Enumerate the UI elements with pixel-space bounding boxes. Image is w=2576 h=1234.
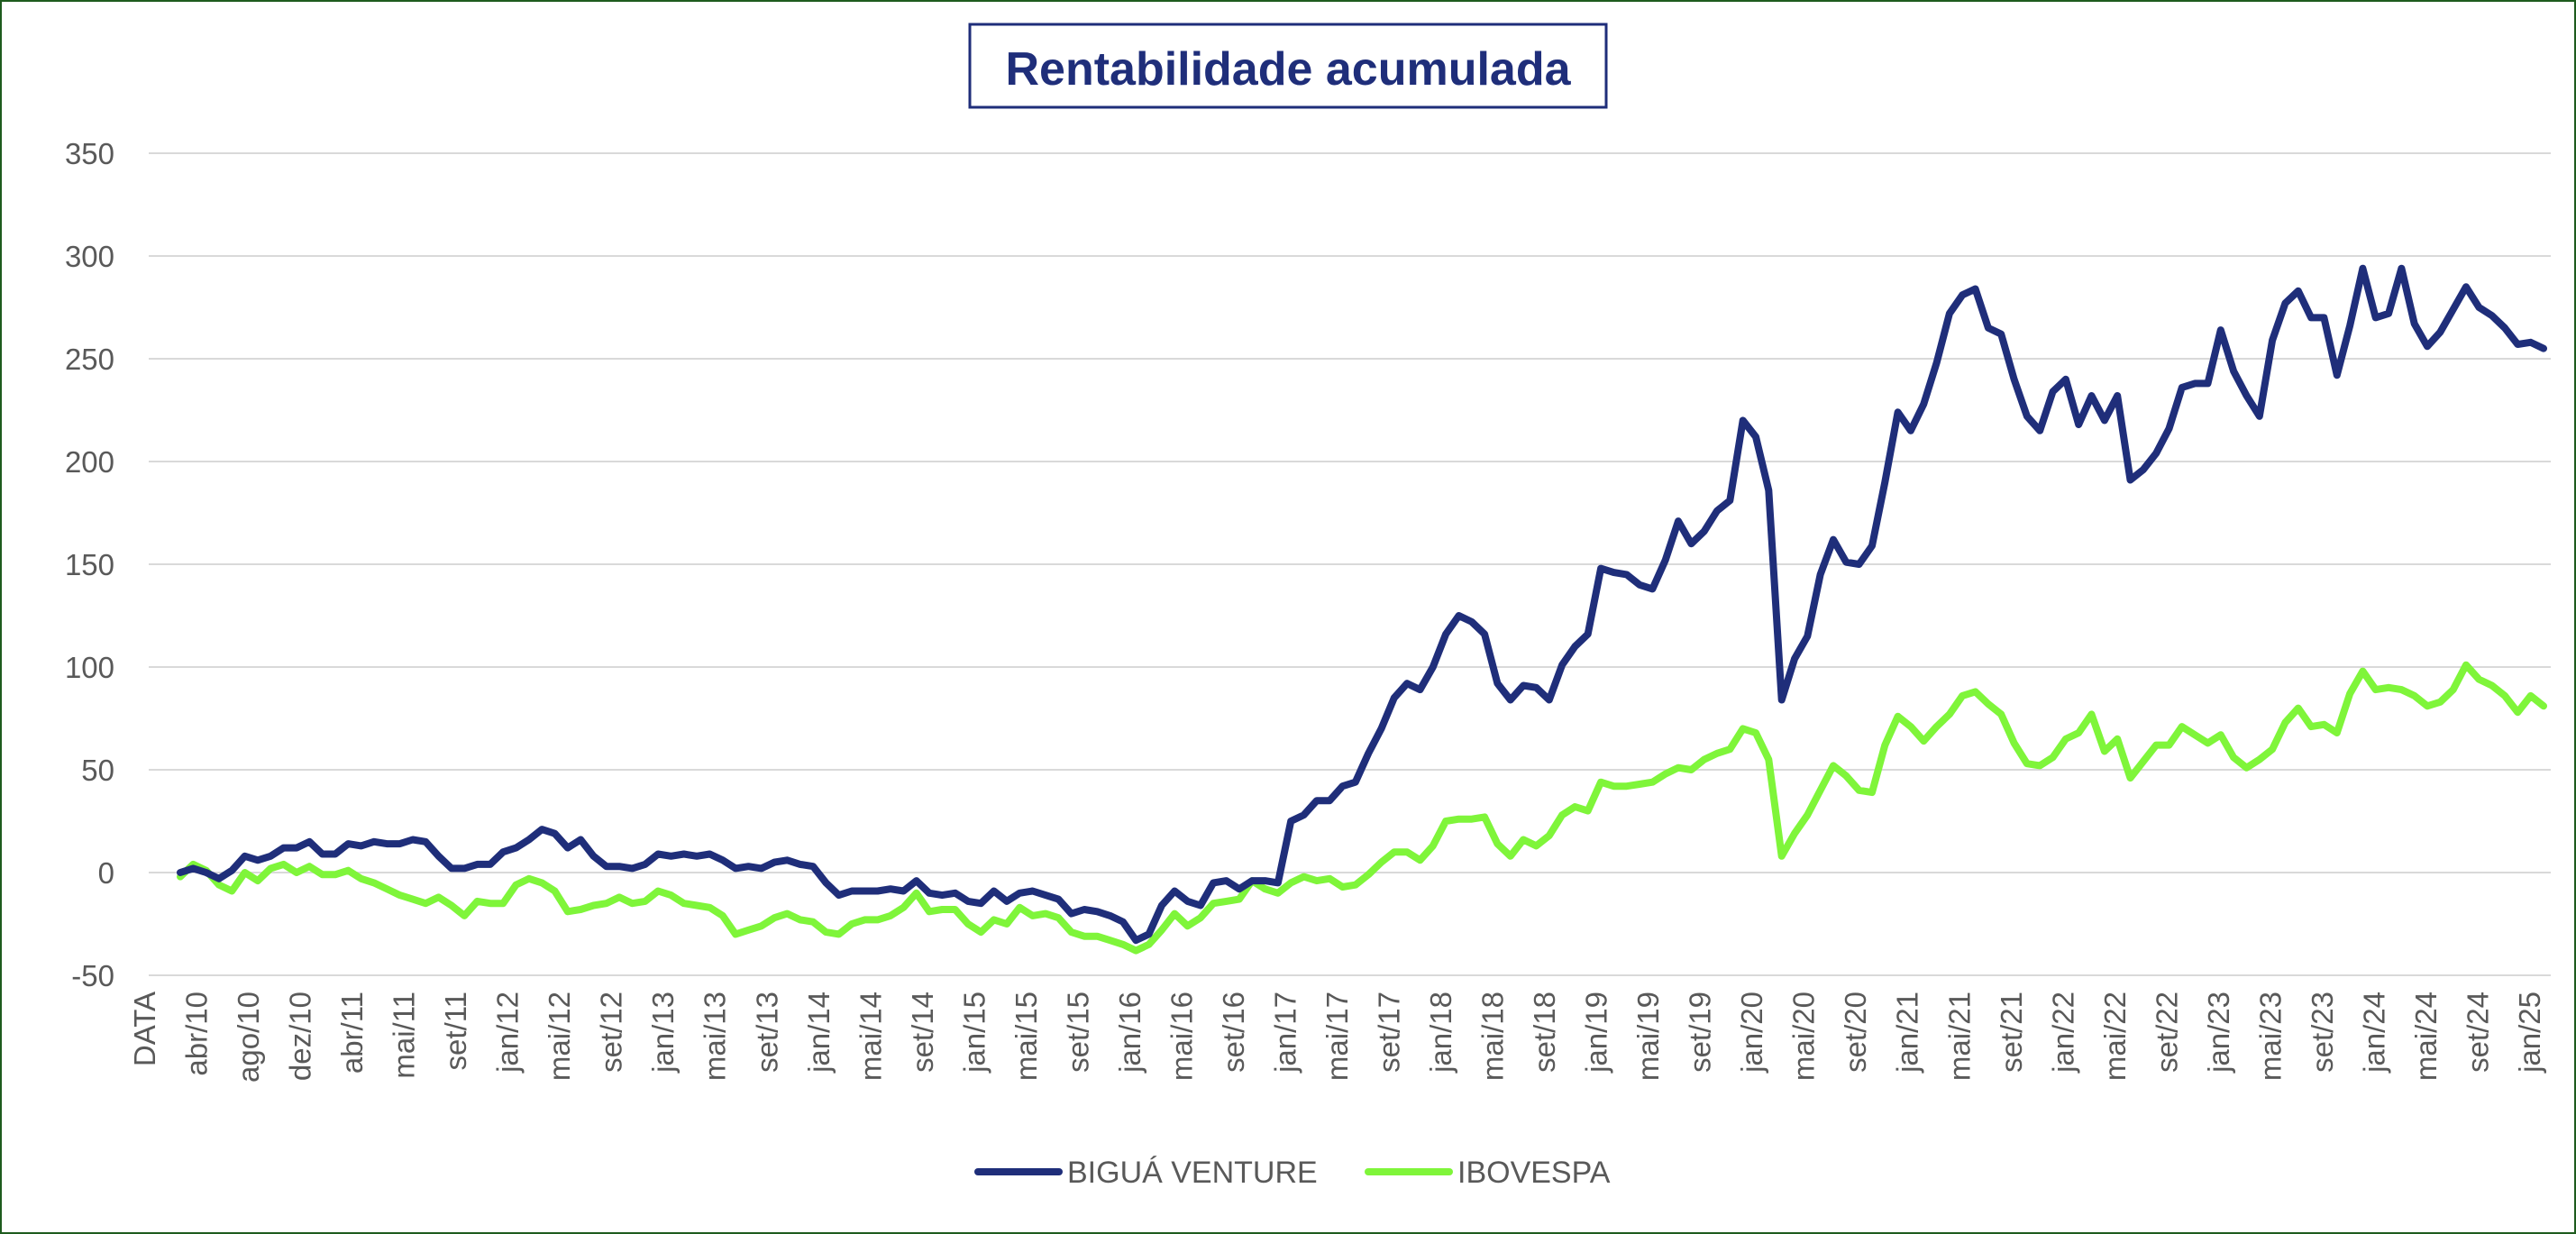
x-tick-label: abr/11 [335,992,369,1074]
x-tick-label: mai/21 [1942,992,1976,1081]
y-tick-label: 200 [65,445,114,479]
x-tick-label: abr/10 [180,992,214,1076]
x-tick-label: jan/19 [1580,992,1613,1074]
x-tick-label: set/12 [595,992,628,1073]
x-tick-label: jan/17 [1268,992,1302,1074]
x-tick-label: set/21 [1995,992,2028,1073]
x-tick-label: ago/10 [232,992,265,1083]
chart-title-box [968,23,1608,109]
series-line-bigua-venture [177,264,2547,945]
y-axis-ticks: -50 0 50 100 150 200 250 300 350 [65,137,114,992]
x-tick-label: mai/24 [2409,992,2443,1081]
legend-label-ibovespa: IBOVESPA [1457,1156,1611,1190]
y-tick-label: 250 [65,343,114,376]
x-tick-label: jan/22 [2046,992,2079,1074]
x-tick-label: set/13 [750,992,783,1073]
x-tick-label: dez/10 [284,992,317,1081]
x-tick-label: set/20 [1839,992,1872,1073]
x-tick-label: mai/17 [1320,992,1354,1081]
x-tick-label: mai/13 [699,992,732,1081]
x-tick-label: set/18 [1528,992,1561,1073]
x-tick-label: set/16 [1217,992,1250,1073]
y-tick-label: 350 [65,137,114,170]
x-tick-label: jan/18 [1424,992,1457,1074]
x-axis-ticks: DATA abr/10 ago/10 dez/10 abr/11 mai/11 set/11… [128,992,2546,1083]
x-tick-label: set/19 [1684,992,1717,1073]
x-tick-label: jan/23 [2202,992,2235,1074]
x-tick-label: jan/25 [2513,992,2546,1074]
x-tick-label: jan/16 [1113,992,1146,1074]
x-tick-label: jan/20 [1735,992,1768,1074]
legend-label-bigua: BIGUÁ VENTURE [1067,1156,1318,1190]
x-tick-label: mai/11 [388,992,421,1079]
legend: BIGUÁ VENTURE IBOVESPA [974,1156,1611,1190]
x-tick-label: jan/24 [2357,992,2390,1074]
chart-title-text: Rentabilidade acumulada [1005,43,1571,96]
x-tick-label: jan/12 [491,992,525,1074]
x-tick-label: set/24 [2461,992,2494,1073]
x-tick-label: mai/12 [543,992,576,1081]
chart-title: Rentabilidade acumulada [968,23,1608,109]
x-tick-label: mai/19 [1631,992,1665,1081]
x-tick-label: jan/13 [646,992,680,1074]
x-tick-label: set/15 [1061,992,1094,1073]
x-tick-label: jan/21 [1891,992,1924,1074]
y-tick-label: 100 [65,651,114,684]
x-tick-label: set/23 [2306,992,2339,1073]
series-line-ibovespa [177,661,2547,955]
x-tick-label: set/17 [1373,992,1406,1073]
x-tick-label: set/11 [439,992,472,1070]
x-tick-label: set/14 [906,992,939,1073]
x-tick-label: mai/15 [1009,992,1043,1081]
y-tick-label: 150 [65,548,114,581]
x-tick-label: mai/23 [2253,992,2287,1081]
y-tick-label: 50 [81,754,114,787]
x-tick-label: set/22 [2150,992,2183,1073]
x-tick-label: jan/14 [802,992,836,1074]
y-tick-label: -50 [71,959,114,992]
x-tick-label: jan/15 [957,992,991,1074]
x-tick-label: mai/16 [1165,992,1198,1081]
series-lines [177,264,2547,955]
x-tick-label: mai/22 [2098,992,2132,1081]
x-tick-label: mai/20 [1787,992,1821,1081]
x-tick-label: mai/14 [854,992,887,1081]
y-tick-label: 300 [65,240,114,273]
y-tick-label: 0 [98,856,114,890]
x-tick-label: mai/18 [1476,992,1510,1081]
x-tick-label: DATA [128,992,161,1066]
